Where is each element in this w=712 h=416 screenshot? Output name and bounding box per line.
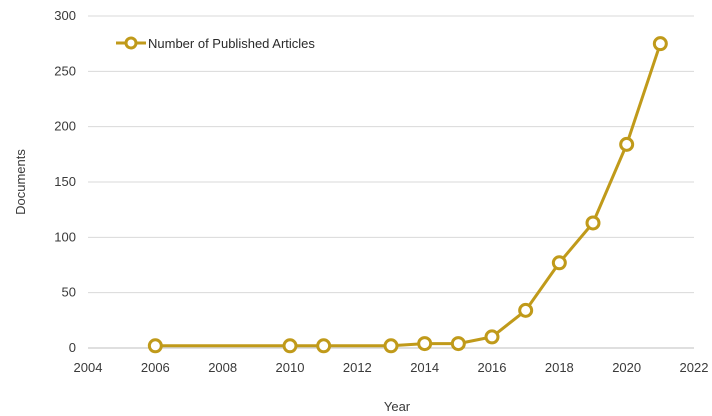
- x-tick-label: 2020: [612, 360, 641, 375]
- data-point: [619, 136, 635, 152]
- x-tick-label: 2004: [74, 360, 103, 375]
- x-tick-label: 2014: [410, 360, 439, 375]
- data-point: [551, 255, 567, 271]
- x-tick-label: 2012: [343, 360, 372, 375]
- x-tick-label: 2008: [208, 360, 237, 375]
- grid-lines: [88, 15, 694, 294]
- data-point: [585, 215, 601, 231]
- x-tick-label: 2010: [276, 360, 305, 375]
- legend-label: Number of Published Articles: [148, 36, 315, 51]
- x-tick-label: 2022: [680, 360, 709, 375]
- legend-marker: [124, 36, 138, 50]
- data-point: [147, 338, 163, 354]
- data-point: [383, 338, 399, 354]
- data-point: [652, 36, 668, 52]
- data-point: [417, 336, 433, 352]
- y-tick-label: 150: [54, 174, 76, 189]
- x-tick-label: 2016: [478, 360, 507, 375]
- y-axis-title: Documents: [13, 149, 28, 215]
- x-tick-label: 2018: [545, 360, 574, 375]
- y-tick-label: 0: [69, 340, 76, 355]
- data-point: [450, 336, 466, 352]
- x-tick-label: 2006: [141, 360, 170, 375]
- x-axis-title: Year: [384, 399, 411, 414]
- data-point: [518, 302, 534, 318]
- y-tick-label: 300: [54, 8, 76, 23]
- data-point: [484, 329, 500, 345]
- y-tick-label: 200: [54, 119, 76, 134]
- axes: 0 50 100 150 200 250 300 2004 2006 2008 2010 2012 20…: [54, 8, 708, 375]
- series-line: [155, 43, 662, 348]
- series-layer: [147, 36, 668, 354]
- y-tick-label: 250: [54, 63, 76, 78]
- data-point: [282, 338, 298, 354]
- legend: Number of Published Articles: [116, 36, 315, 51]
- y-tick-label: 50: [62, 285, 76, 300]
- y-tick-label: 100: [54, 229, 76, 244]
- data-point: [316, 338, 332, 354]
